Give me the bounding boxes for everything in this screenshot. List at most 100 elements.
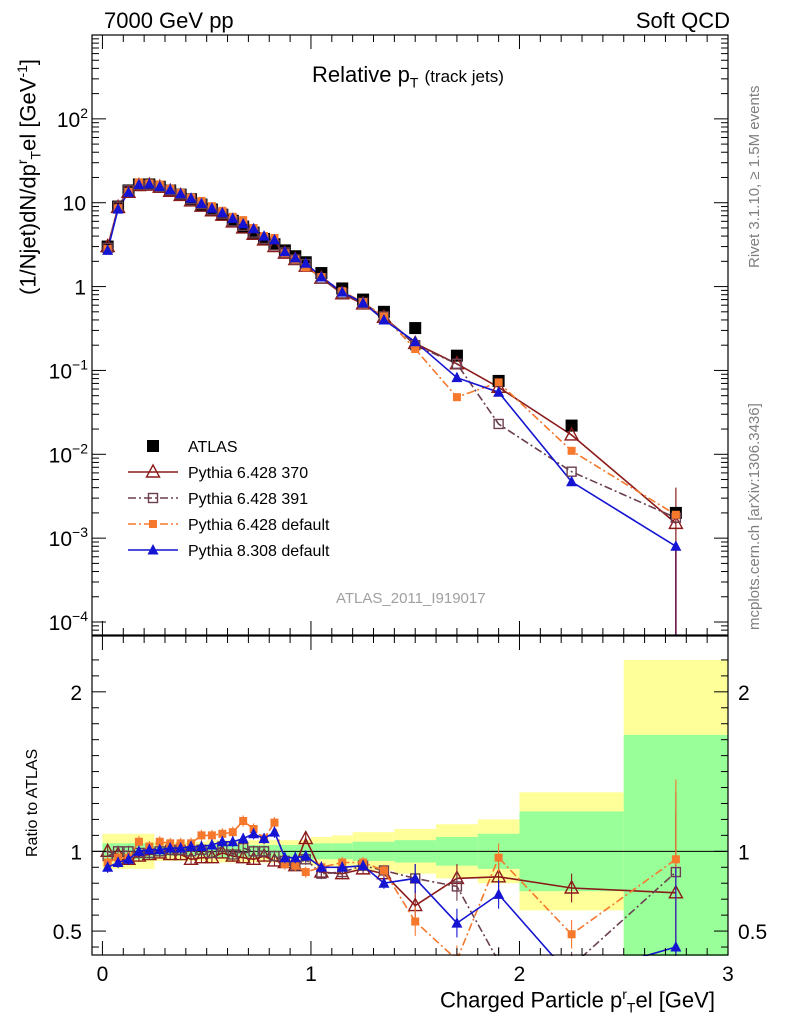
rivet-version-text: Rivet 3.1.10, ≥ 1.5M events (746, 85, 763, 269)
xlabel-main: Charged Particle p (440, 987, 623, 1013)
ratio-point-pythia-6-428-default (197, 831, 206, 840)
ratio-point-pythia-6-428-391 (451, 881, 463, 892)
point-pythia-8-308-default (154, 180, 166, 192)
point-pythia-6-428-default (411, 345, 420, 354)
ylabel-close: ] (15, 58, 41, 66)
x-tick-label: 3 (722, 963, 734, 986)
plot-title-main: Relative p (312, 62, 410, 87)
ylabel-main: (1/Njet)dN/dp (15, 164, 41, 295)
point-pythia-8-308-default (206, 202, 218, 213)
ratio-point-pythia-6-428-default (155, 837, 164, 846)
point-pythia-8-308-default (357, 296, 369, 308)
point-pythia-8-308-default (336, 286, 348, 297)
ratio-point-pythia-6-428-default (411, 917, 420, 926)
y-tick-label: 1 (74, 277, 86, 300)
ratio-y-tick-label: 2 (70, 682, 82, 705)
point-pythia-8-308-default (195, 197, 207, 208)
legend-marker (145, 463, 161, 478)
point-pythia-8-308-default (268, 233, 280, 245)
ratio-point-pythia-6-428-370 (214, 844, 231, 859)
legend-marker (149, 520, 157, 528)
ratio-point-pythia-6-428-370 (334, 865, 350, 880)
ratio-point-pythia-6-428-370 (204, 849, 220, 864)
xlabel-sub: T (626, 999, 636, 1016)
point-atlas (565, 419, 578, 432)
mcplots-text: mcplots.cern.ch [arXiv:1306.3436] (746, 403, 763, 630)
legend-marker (147, 440, 159, 452)
ratio-point-pythia-6-428-391 (494, 957, 503, 966)
point-pythia-8-308-default (315, 271, 327, 282)
ratio-y-tick-label: 2 (738, 682, 750, 705)
point-pythia-8-308-default (289, 251, 301, 263)
ratio-point-pythia-8-308-default (216, 835, 228, 847)
legend-label: Pythia 8.308 default (188, 543, 330, 560)
y-tick-label: 10 (63, 193, 86, 216)
point-pythia-6-428-default (567, 446, 576, 455)
x-tick-label: 2 (514, 963, 526, 986)
point-pythia-8-308-default (122, 186, 134, 197)
ratio-point-pythia-8-308-default (248, 827, 260, 839)
legend-label: Pythia 6.428 391 (188, 491, 308, 508)
ratio-point-pythia-6-428-default (452, 955, 461, 956)
point-pythia-8-308-default (451, 371, 463, 383)
legend-marker (147, 544, 159, 555)
ratio-point-pythia-8-308-default (154, 843, 166, 855)
plot-title: Relative pT (track jets) (312, 62, 504, 90)
ratio-point-pythia-8-308-default (206, 838, 218, 850)
xlabel-rest: el [GeV] (635, 987, 715, 1013)
ylabel-rest: el [GeV (15, 77, 41, 151)
ratio-point-pythia-8-308-default (493, 888, 505, 899)
y-tick-label: 102 (57, 105, 88, 132)
ratio-point-pythia-6-428-370 (298, 830, 314, 845)
y-tick-exponent: −4 (72, 608, 88, 624)
ratio-point-pythia-8-308-default (258, 832, 270, 844)
ratio-point-pythia-8-308-default (289, 851, 301, 863)
y-tick-exponent: −3 (72, 524, 88, 540)
ratio-point-pythia-6-428-default (280, 860, 289, 869)
ratio-point-pythia-6-428-default (218, 829, 227, 838)
y-tick-exponent: −1 (72, 356, 88, 372)
ratio-point-pythia-8-308-default (195, 840, 207, 852)
point-pythia-8-308-default (566, 475, 578, 487)
header-left: 7000 GeV pp (104, 8, 234, 33)
ratio-y-tick-label: 0.5 (53, 921, 82, 944)
ratio-point-pythia-6-428-370 (162, 846, 178, 861)
ratio-point-pythia-6-428-default (567, 930, 576, 939)
plot-title-paren: (track jets) (424, 67, 504, 86)
ratio-point-pythia-8-308-default (237, 832, 249, 844)
ratio-point-pythia-6-428-default (239, 817, 248, 826)
ylabel-sub: T (27, 150, 44, 160)
xlabel-sup: r (622, 986, 627, 1002)
x-tick-label: 0 (97, 963, 109, 986)
legend-label: Pythia 6.428 370 (188, 465, 308, 482)
ratio-point-pythia-8-308-default (409, 872, 421, 883)
ratio-point-pythia-6-428-391 (248, 846, 259, 857)
ratio-y-tick-label: 1 (738, 841, 750, 864)
ratio-point-pythia-6-428-default (671, 855, 680, 864)
ratio-y-tick-label: 0.5 (738, 921, 767, 944)
point-pythia-8-308-default (237, 217, 249, 229)
y-axis-label: (1/Njet)dN/dprTel [GeV-1] (14, 59, 44, 295)
point-pythia-8-308-default (300, 257, 312, 268)
ratio-point-pythia-8-308-default (185, 840, 197, 852)
ratio-point-pythia-8-308-default (357, 859, 369, 871)
ratio-point-pythia-6-428-391 (269, 850, 280, 862)
legend: ATLAS Pythia 6.428 370 Pythia 6.428 391 Pyt… (128, 439, 330, 560)
ratio-point-pythia-6-428-370 (172, 846, 189, 861)
ratio-point-pythia-6-428-default (270, 818, 279, 827)
ratio-point-pythia-8-308-default (112, 856, 124, 867)
point-pythia-6-428-default (671, 510, 680, 519)
ratio-point-pythia-6-428-391 (227, 849, 238, 860)
ratio-point-pythia-6-428-391 (567, 962, 576, 971)
point-pythia-8-308-default (248, 222, 260, 234)
point-pythia-8-308-default (279, 245, 291, 257)
ratio-point-pythia-8-308-default (175, 842, 187, 853)
ratio-point-pythia-8-308-default (378, 877, 390, 888)
ratio-point-pythia-6-428-370 (225, 847, 241, 862)
point-pythia-6-428-default (452, 393, 461, 402)
point-pythia-8-308-default (378, 313, 390, 325)
point-pythia-8-308-default (112, 203, 124, 214)
point-pythia-6-428-370 (245, 225, 262, 241)
